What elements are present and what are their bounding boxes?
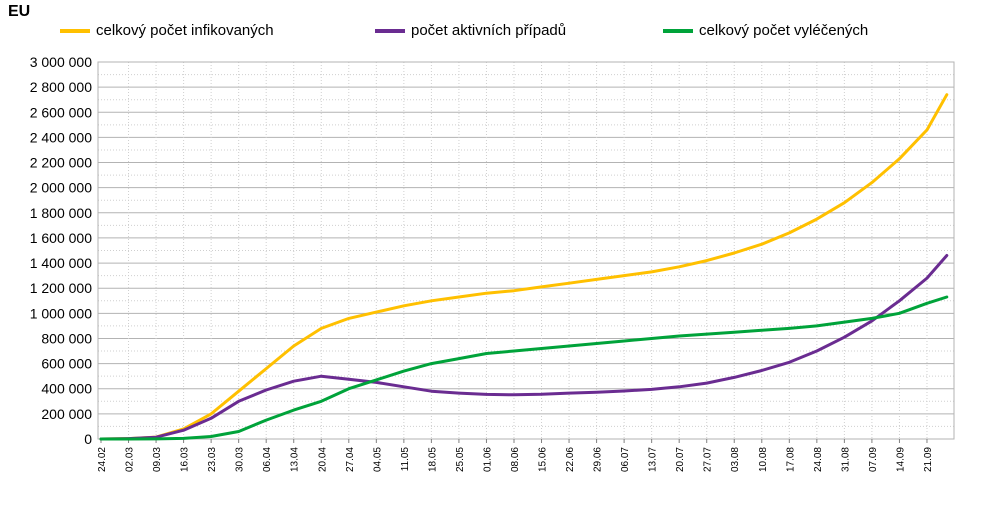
x-tick-label: 14.09 bbox=[895, 447, 906, 472]
series-line-infected bbox=[99, 93, 949, 441]
y-tick-label: 2 000 000 bbox=[30, 180, 92, 196]
x-tick-label: 11.05 bbox=[400, 447, 411, 472]
x-tick-label: 15.06 bbox=[538, 447, 549, 472]
y-tick-label: 2 400 000 bbox=[30, 129, 92, 145]
legend-item-infected: celkový počet infikovaných bbox=[60, 22, 274, 39]
y-tick-label: 0 bbox=[84, 431, 92, 447]
x-tick-label: 10.08 bbox=[758, 447, 769, 472]
x-tick-label: 07.09 bbox=[868, 447, 879, 472]
x-tick-label: 31.08 bbox=[840, 447, 851, 472]
y-tick-label: 2 600 000 bbox=[30, 104, 92, 120]
y-tick-label: 1 800 000 bbox=[30, 205, 92, 221]
x-tick-label: 17.08 bbox=[785, 447, 796, 472]
x-tick-label: 24.02 bbox=[97, 447, 108, 472]
legend-swatch-recovered bbox=[663, 28, 693, 33]
series-line-recovered bbox=[99, 295, 949, 441]
y-tick-label: 2 200 000 bbox=[30, 155, 92, 171]
legend-item-active: počet aktivních případů bbox=[375, 22, 566, 39]
y-tick-label: 1 200 000 bbox=[30, 280, 92, 296]
x-tick-label: 16.03 bbox=[180, 447, 191, 472]
x-tick-label: 09.03 bbox=[152, 447, 163, 472]
legend-item-recovered: celkový počet vyléčených bbox=[663, 22, 868, 39]
x-tick-label: 13.04 bbox=[290, 447, 301, 472]
y-tick-label: 2 800 000 bbox=[30, 79, 92, 95]
x-tick-label: 06.04 bbox=[262, 447, 273, 472]
x-tick-label: 20.07 bbox=[675, 447, 686, 472]
x-tick-label: 13.07 bbox=[648, 447, 659, 472]
chart-title: EU bbox=[8, 3, 31, 20]
y-tick-label: 3 000 000 bbox=[30, 54, 92, 70]
x-tick-label: 29.06 bbox=[593, 447, 604, 472]
x-tick-label: 27.07 bbox=[703, 447, 714, 472]
y-tick-label: 1 000 000 bbox=[30, 305, 92, 321]
x-tick-label: 21.09 bbox=[923, 447, 934, 472]
legend-label-recovered: celkový počet vyléčených bbox=[699, 22, 869, 39]
x-tick-label: 22.06 bbox=[565, 447, 576, 472]
legend-label-active: počet aktivních případů bbox=[411, 22, 567, 39]
x-tick-label: 08.06 bbox=[510, 447, 521, 472]
x-tick-label: 04.05 bbox=[372, 447, 383, 472]
x-tick-label: 01.06 bbox=[482, 447, 493, 472]
x-tick-label: 27.04 bbox=[345, 447, 356, 472]
x-tick-label: 24.08 bbox=[813, 447, 824, 472]
x-tick-label: 23.03 bbox=[207, 447, 218, 472]
series-line-active bbox=[99, 254, 949, 441]
x-tick-label: 18.05 bbox=[427, 447, 438, 472]
legend-swatch-active bbox=[375, 28, 405, 33]
x-tick-label: 02.03 bbox=[125, 447, 136, 472]
x-tick-label: 30.03 bbox=[235, 447, 246, 472]
y-tick-label: 400 000 bbox=[41, 381, 92, 397]
y-tick-label: 1 600 000 bbox=[30, 230, 92, 246]
legend-swatch-infected bbox=[60, 28, 90, 33]
x-tick-label: 20.04 bbox=[317, 447, 328, 472]
plot-border bbox=[97, 61, 955, 440]
y-tick-label: 200 000 bbox=[41, 406, 92, 422]
y-tick-label: 1 400 000 bbox=[30, 255, 92, 271]
legend-label-infected: celkový počet infikovaných bbox=[96, 22, 274, 39]
y-tick-label: 800 000 bbox=[41, 330, 92, 346]
legend: celkový počet infikovaných počet aktivní… bbox=[0, 22, 984, 42]
x-tick-label: 03.08 bbox=[730, 447, 741, 472]
x-tick-label: 06.07 bbox=[620, 447, 631, 472]
y-tick-label: 600 000 bbox=[41, 356, 92, 372]
x-tick-label: 25.05 bbox=[455, 447, 466, 472]
